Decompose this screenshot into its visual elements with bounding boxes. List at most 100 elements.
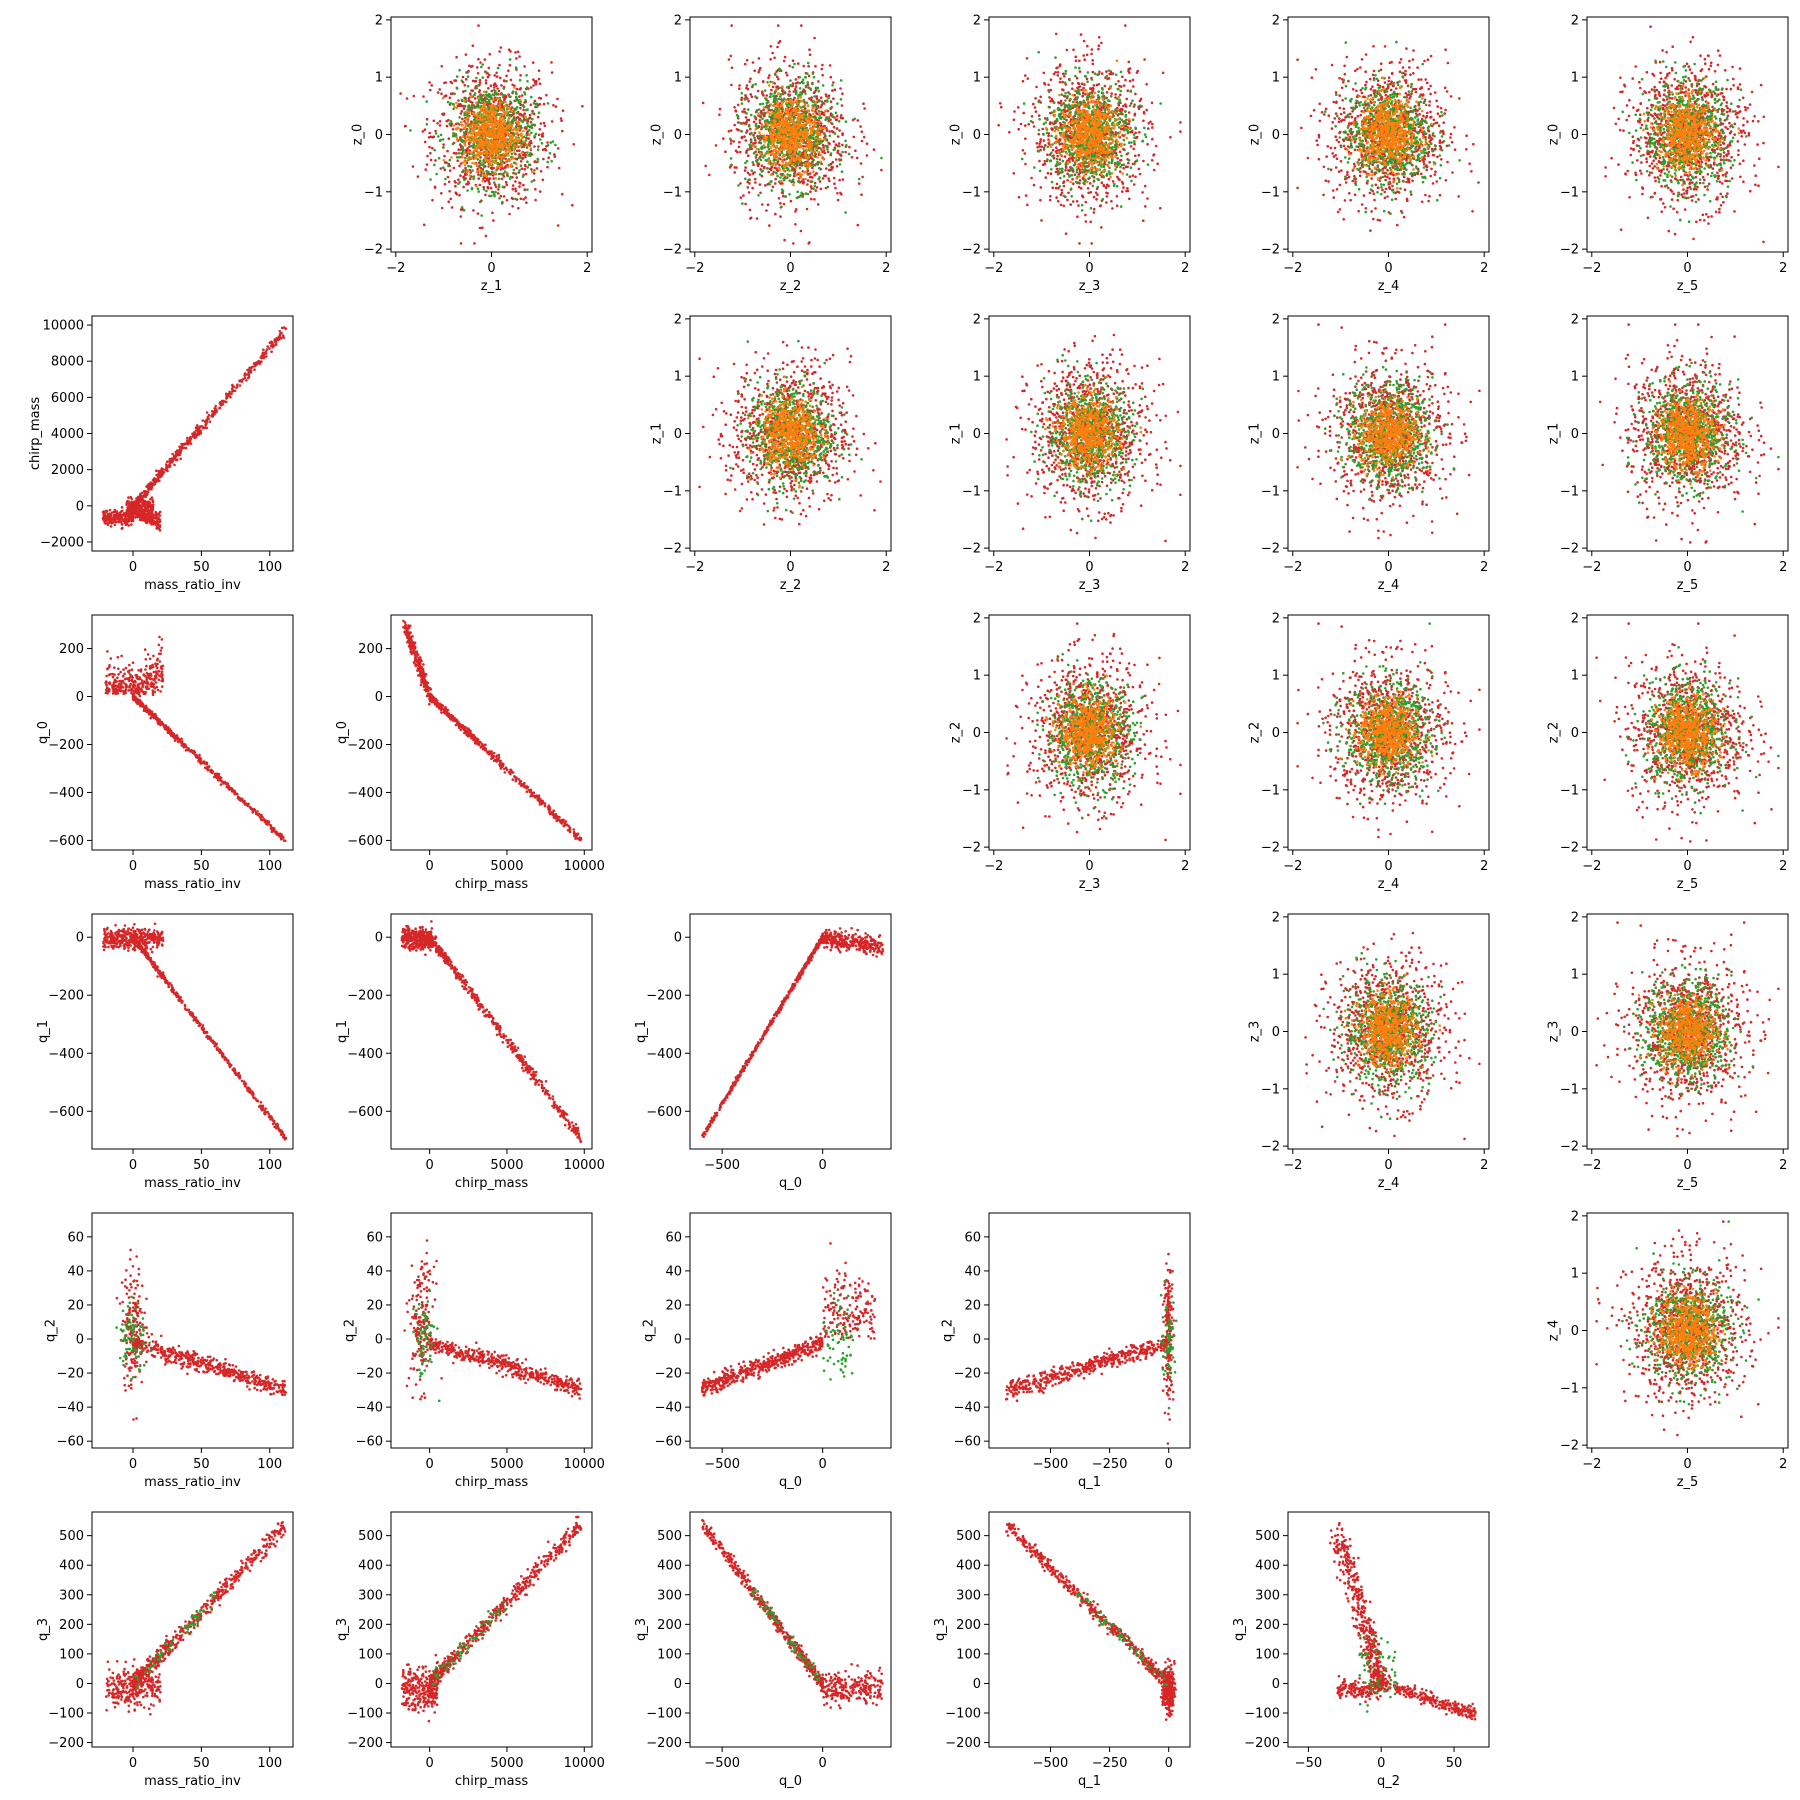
scatter-point <box>785 136 788 139</box>
scatter-point <box>814 64 817 68</box>
scatter-point <box>744 202 747 206</box>
scatter-point <box>828 142 831 146</box>
scatter-point <box>781 108 784 111</box>
scatter-point <box>489 152 493 155</box>
scatter-point <box>1136 69 1140 73</box>
scatter-point <box>799 176 802 179</box>
scatter-point <box>729 163 733 167</box>
scatter-point <box>827 94 831 97</box>
scatter-point <box>510 109 514 113</box>
scatter-point <box>526 151 529 154</box>
scatter-point <box>512 171 515 175</box>
scatter-point <box>524 196 527 199</box>
scatter-point <box>793 143 796 147</box>
scatter-point <box>456 159 460 162</box>
scatter-point <box>1024 162 1027 166</box>
scatter-point <box>806 72 809 75</box>
scatter-point <box>533 145 536 148</box>
scatter-point <box>778 115 781 119</box>
scatter-point <box>518 149 521 152</box>
scatter-point <box>763 89 767 92</box>
scatter-point <box>523 167 526 171</box>
scatter-point <box>805 132 808 136</box>
scatter-point <box>499 114 502 117</box>
scatter-point <box>499 194 503 198</box>
scatter-point <box>448 158 452 162</box>
scatter-point <box>838 158 841 161</box>
scatter-point <box>487 73 491 77</box>
scatter-point <box>788 90 791 93</box>
scatter-point <box>450 122 454 125</box>
scatter-point <box>766 81 769 84</box>
scatter-point <box>498 143 501 146</box>
scatter-point <box>416 175 420 178</box>
scatter-point <box>495 114 498 117</box>
scatter-point <box>1094 191 1098 194</box>
scatter-point <box>817 89 820 93</box>
scatter-point <box>475 123 478 127</box>
scatter-point <box>1092 195 1096 199</box>
scatter-point <box>770 108 774 112</box>
scatter-point <box>776 105 780 108</box>
scatter-point <box>546 143 550 147</box>
scatter-point <box>505 126 508 130</box>
scatter-point <box>525 136 528 140</box>
scatter-point <box>459 215 463 218</box>
scatter-point <box>518 88 522 91</box>
scatter-point <box>494 177 498 180</box>
scatter-point <box>808 53 812 56</box>
scatter-point <box>465 182 468 186</box>
scatter-point <box>806 61 810 65</box>
scatter-point <box>473 97 477 100</box>
scatter-point <box>819 147 822 150</box>
scatter-point <box>483 143 487 147</box>
scatter-point <box>809 87 812 90</box>
scatter-point <box>490 171 494 175</box>
scatter-point <box>514 189 518 193</box>
scatter-point <box>739 182 742 185</box>
scatter-point <box>484 151 487 155</box>
scatter-point <box>1076 86 1079 90</box>
scatter-point <box>827 96 830 100</box>
scatter-point <box>768 112 771 115</box>
scatter-point <box>789 79 792 82</box>
scatter-point <box>492 86 496 89</box>
scatter-point <box>814 189 817 192</box>
scatter-point <box>774 95 778 98</box>
scatter-point <box>461 75 465 79</box>
scatter-point <box>785 142 788 146</box>
scatter-point <box>834 111 838 115</box>
scatter-point <box>529 95 533 99</box>
scatter-point <box>1134 154 1137 158</box>
scatter-point <box>1132 183 1136 186</box>
scatter-point <box>750 131 753 135</box>
scatter-point <box>459 102 462 106</box>
scatter-point <box>781 173 784 177</box>
scatter-point <box>812 187 815 190</box>
scatter-point <box>478 200 482 204</box>
scatter-point <box>514 108 518 111</box>
scatter-point <box>789 106 793 109</box>
scatter-point <box>814 116 817 120</box>
scatter-point <box>478 183 482 187</box>
scatter-point <box>504 152 508 156</box>
scatter-point <box>773 56 776 60</box>
scatter-point <box>796 144 799 147</box>
scatter-point <box>425 123 429 126</box>
scatter-point <box>500 156 503 159</box>
scatter-point <box>515 139 519 143</box>
scatter-point <box>525 74 528 77</box>
scatter-point <box>487 178 491 182</box>
scatter-point <box>466 180 470 184</box>
scatter-point <box>1066 198 1069 202</box>
scatter-point <box>857 182 861 185</box>
scatter-points <box>399 24 584 245</box>
scatter-point <box>556 147 560 150</box>
scatter-point <box>474 80 478 83</box>
scatter-point <box>755 110 758 114</box>
scatter-point <box>463 127 466 130</box>
scatter-point <box>740 98 743 101</box>
scatter-point <box>1078 171 1082 175</box>
scatter-point <box>533 169 536 172</box>
